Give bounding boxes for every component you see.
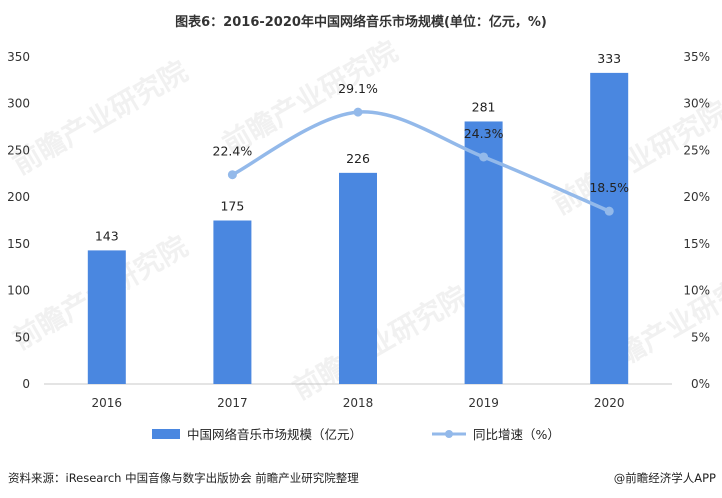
right-axis-tick: 35% (683, 50, 710, 64)
right-axis-tick: 15% (683, 237, 710, 251)
line-point (604, 206, 614, 216)
watermark: 前瞻产业研究院 (7, 54, 193, 181)
line-value-label: 24.3% (464, 126, 504, 141)
left-axis-tick: 250 (7, 143, 30, 157)
bar-series (87, 72, 629, 385)
line-value-label: 22.4% (213, 144, 253, 159)
line-point (227, 170, 237, 180)
chart-title: 图表6：2016-2020年中国网络音乐市场规模(单位：亿元，%) (175, 14, 547, 30)
bar-value-label: 226 (346, 151, 370, 166)
right-axis-tick: 30% (683, 97, 710, 111)
right-axis-tick: 0% (691, 377, 710, 391)
x-axis-tick: 2017 (217, 396, 248, 410)
line-point (479, 152, 489, 162)
left-axis-tick: 0 (22, 377, 30, 391)
bar-value-label: 333 (597, 51, 621, 66)
right-axis-tick: 5% (691, 330, 710, 344)
bar (464, 121, 503, 385)
x-axis-tick: 2016 (92, 396, 123, 410)
watermark: 前瞻产业研究院 (287, 279, 473, 406)
source-note: 资料来源：iResearch 中国音像与数字出版协会 前瞻产业研究院整理 (8, 471, 359, 485)
line-value-label: 29.1% (338, 81, 378, 96)
bar (590, 72, 629, 384)
x-axis-tick: 2020 (594, 396, 625, 410)
legend-line-label: 同比增速（%） (473, 427, 560, 442)
left-axis-tick: 300 (7, 97, 30, 111)
bar-value-label: 281 (472, 99, 496, 114)
legend-bar-label: 中国网络音乐市场规模（亿元） (187, 427, 362, 442)
brand-credit: @前瞻经济学人APP (614, 471, 716, 485)
line-series (227, 107, 614, 216)
line-data-labels: 22.4% 29.1% 24.3% 18.5% (213, 81, 630, 195)
line-value-label: 18.5% (589, 180, 629, 195)
bar (87, 250, 126, 384)
right-axis-tick: 10% (683, 284, 710, 298)
legend-bar-swatch (152, 429, 180, 439)
right-axis-tick: 20% (683, 190, 710, 204)
growth-line (230, 110, 611, 213)
x-axis: 2016 2017 2018 2019 2020 (92, 396, 625, 410)
left-axis: 0 50 100 150 200 250 300 350 (7, 50, 30, 391)
watermark: 前瞻产业研究院 (217, 34, 403, 161)
bar (339, 172, 377, 384)
left-axis-tick: 350 (7, 50, 30, 64)
bar-value-label: 143 (95, 228, 119, 243)
left-axis-tick: 50 (15, 330, 30, 344)
left-axis-tick: 100 (7, 284, 30, 298)
x-axis-tick: 2019 (468, 396, 499, 410)
bar (213, 220, 252, 384)
x-axis-tick: 2018 (343, 396, 374, 410)
bar-data-labels: 143 175 226 281 333 (95, 51, 621, 244)
bar-value-label: 175 (220, 199, 244, 214)
left-axis-tick: 200 (7, 190, 30, 204)
right-axis: 0% 5% 10% 15% 20% 25% 30% 35% (683, 50, 710, 391)
left-axis-tick: 150 (7, 237, 30, 251)
legend-line-marker (445, 430, 453, 438)
legend: 中国网络音乐市场规模（亿元） 同比增速（%） (152, 427, 560, 442)
line-point (353, 107, 363, 117)
right-axis-tick: 25% (683, 143, 710, 157)
